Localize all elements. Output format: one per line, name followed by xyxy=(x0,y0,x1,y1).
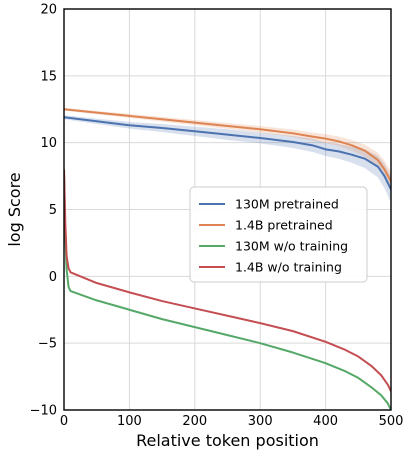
series-line xyxy=(64,169,391,392)
legend-box xyxy=(189,186,368,283)
confidence-bands xyxy=(64,107,391,203)
series-line xyxy=(64,116,391,190)
y-tick-label: 0 xyxy=(49,270,57,285)
series-line xyxy=(64,169,391,410)
x-axis-title: Relative token position xyxy=(136,431,319,450)
series-line xyxy=(64,108,391,182)
y-tick-label: 10 xyxy=(40,136,57,151)
y-tick-label: 5 xyxy=(49,203,57,218)
legend-label: 1.4B w/o training xyxy=(235,260,342,275)
x-tick-label: 500 xyxy=(379,414,404,429)
x-axis-ticks: 0 100 200 300 400 500 xyxy=(60,414,404,429)
y-tick-label: 20 xyxy=(40,3,57,18)
y-axis-ticks: −10 −5 0 5 10 15 20 xyxy=(30,3,57,419)
y-tick-label: 15 xyxy=(40,69,57,84)
plot-frame xyxy=(63,8,392,411)
confidence-band xyxy=(64,107,391,192)
x-tick-label: 100 xyxy=(117,414,142,429)
confidence-band xyxy=(64,115,391,203)
legend-label: 130M pretrained xyxy=(235,197,339,212)
series-lines xyxy=(64,108,391,410)
legend: 130M pretrained 1.4B pretrained 130M w/o t… xyxy=(189,186,368,283)
legend-label: 1.4B pretrained xyxy=(235,218,333,233)
x-tick-label: 400 xyxy=(313,414,338,429)
legend-label: 130M w/o training xyxy=(235,239,348,254)
y-axis-title: log Score xyxy=(5,172,24,246)
y-tick-label: −5 xyxy=(38,337,57,352)
x-tick-label: 300 xyxy=(248,414,273,429)
y-tick-label: −10 xyxy=(30,404,57,419)
x-tick-label: 0 xyxy=(60,414,68,429)
x-tick-label: 200 xyxy=(182,414,207,429)
